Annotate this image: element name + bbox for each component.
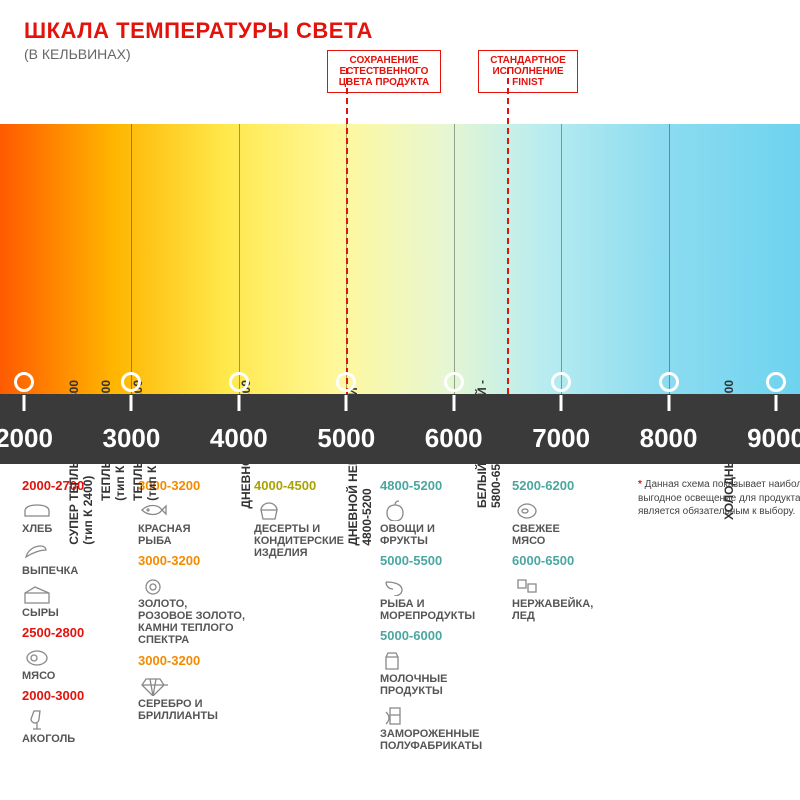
tick-marker <box>229 372 249 392</box>
callout: СТАНДАРТНОЕ ИСПОЛНЕНИЕ FINIST <box>478 50 578 93</box>
steak-icon <box>22 646 52 668</box>
product-item: РЫБА ИМОРЕПРОДУКТЫ <box>380 574 506 622</box>
product-label: АКОГОЛЬ <box>22 733 132 745</box>
note-column: * Данная схема показывает наиболее выгод… <box>638 478 800 752</box>
tick-marker <box>766 372 786 392</box>
gridline <box>454 124 455 394</box>
tick-label: 2000 <box>0 423 53 454</box>
temp-range: 3000-3200 <box>138 553 248 568</box>
product-label: СЕРЕБРО ИБРИЛЛИАНТЫ <box>138 698 248 722</box>
gridline <box>669 124 670 394</box>
product-label: МЯСО <box>22 670 132 682</box>
tick-label: 7000 <box>532 423 590 454</box>
product-item: ЗАМОРОЖЕННЫЕПОЛУФАБРИКАТЫ <box>380 704 506 752</box>
product-label: НЕРЖАВЕЙКА,ЛЕД <box>512 598 632 622</box>
tick-marker <box>14 372 34 392</box>
product-label: ОВОЩИ ИФРУКТЫ <box>380 523 506 547</box>
tick-label: 5000 <box>317 423 375 454</box>
temp-range: 3000-3200 <box>138 653 248 668</box>
temp-range: 2000-3000 <box>22 688 132 703</box>
cheese-icon <box>22 583 52 605</box>
callout-line <box>346 68 348 394</box>
fish-icon <box>138 499 168 521</box>
temp-range: 6000-6500 <box>512 553 632 568</box>
product-item: СЕРЕБРО ИБРИЛЛИАНТЫ <box>138 674 248 722</box>
product-label: ЗАМОРОЖЕННЫЕПОЛУФАБРИКАТЫ <box>380 728 506 752</box>
tick-label: 4000 <box>210 423 268 454</box>
tick-label: 3000 <box>103 423 161 454</box>
product-item: МОЛОЧНЫЕ ПРОДУКТЫ <box>380 649 506 697</box>
products-grid: 2000-2700ХЛЕБВЫПЕЧКАСЫРЫ2500-2800МЯСО200… <box>0 464 800 762</box>
product-item: СЫРЫ <box>22 583 132 619</box>
tick-marker <box>659 372 679 392</box>
frozen-icon <box>380 704 410 726</box>
croissant-icon <box>22 541 52 563</box>
product-label: МОЛОЧНЫЕ ПРОДУКТЫ <box>380 673 506 697</box>
page-title: ШКАЛА ТЕМПЕРАТУРЫ СВЕТА <box>24 18 776 44</box>
gridline <box>239 124 240 394</box>
product-label: СВЕЖЕЕМЯСО <box>512 523 632 547</box>
wine-icon <box>22 709 52 731</box>
bread-icon <box>22 499 52 521</box>
tick-marker <box>444 372 464 392</box>
product-column: 5200-6200 СВЕЖЕЕМЯСО 6000-6500 НЕРЖАВЕЙКА,Л… <box>512 478 632 752</box>
product-label: КРАСНАЯРЫБА <box>138 523 248 547</box>
meat-icon <box>512 499 542 521</box>
ice-icon <box>512 574 542 596</box>
diamond-icon <box>138 674 168 696</box>
product-item: НЕРЖАВЕЙКА,ЛЕД <box>512 574 632 622</box>
footnote: * Данная схема показывает наиболее выгод… <box>638 478 800 519</box>
temp-range: 2500-2800 <box>22 625 132 640</box>
tick-marker <box>551 372 571 392</box>
apple-icon <box>380 499 410 521</box>
product-label: ВЫПЕЧКА <box>22 565 132 577</box>
product-label: ЗОЛОТО,РОЗОВОЕ ЗОЛОТО,КАМНИ ТЕПЛОГОСПЕКТ… <box>138 598 248 646</box>
axis-bar: 2000 3000 4000 5000 6000 7000 8000 9000 <box>0 394 800 464</box>
product-column: 3000-3200 КРАСНАЯРЫБА 3000-3200 ЗОЛОТО,РОЗО… <box>138 478 248 752</box>
shrimp-icon <box>380 574 410 596</box>
tick-label: 8000 <box>640 423 698 454</box>
tick-marker <box>121 372 141 392</box>
tick-label: 9000 <box>747 423 800 454</box>
product-item: ВЫПЕЧКА <box>22 541 132 577</box>
product-item: АКОГОЛЬ <box>22 709 132 745</box>
spectrum-wrap: СУПЕР ТЕПЛЫЙ - 2200-2400 (тип К 2400)ТЕП… <box>0 124 800 464</box>
temp-range: 5200-6200 <box>512 478 632 493</box>
callout-line <box>507 68 509 394</box>
tick-marker <box>336 372 356 392</box>
milk-icon <box>380 649 410 671</box>
product-column: 4800-5200ОВОЩИ ИФРУКТЫ5000-5500РЫБА ИМОР… <box>380 478 506 752</box>
product-item: МЯСО <box>22 646 132 682</box>
ring-icon <box>138 574 168 596</box>
gridline <box>131 124 132 394</box>
spectrum: СУПЕР ТЕПЛЫЙ - 2200-2400 (тип К 2400)ТЕП… <box>0 124 800 394</box>
temp-range: 5000-6000 <box>380 628 506 643</box>
temp-range: 5000-5500 <box>380 553 506 568</box>
product-item: ЗОЛОТО,РОЗОВОЕ ЗОЛОТО,КАМНИ ТЕПЛОГОСПЕКТ… <box>138 574 248 646</box>
product-label: РЫБА ИМОРЕПРОДУКТЫ <box>380 598 506 622</box>
tick-label: 6000 <box>425 423 483 454</box>
product-item: СВЕЖЕЕМЯСО <box>512 499 632 547</box>
product-item: КРАСНАЯРЫБА <box>138 499 248 547</box>
product-label: СЫРЫ <box>22 607 132 619</box>
callout: СОХРАНЕНИЕ ЕСТЕСТВЕННОГО ЦВЕТА ПРОДУКТА <box>327 50 441 93</box>
cupcake-icon <box>254 499 284 521</box>
gridline <box>561 124 562 394</box>
